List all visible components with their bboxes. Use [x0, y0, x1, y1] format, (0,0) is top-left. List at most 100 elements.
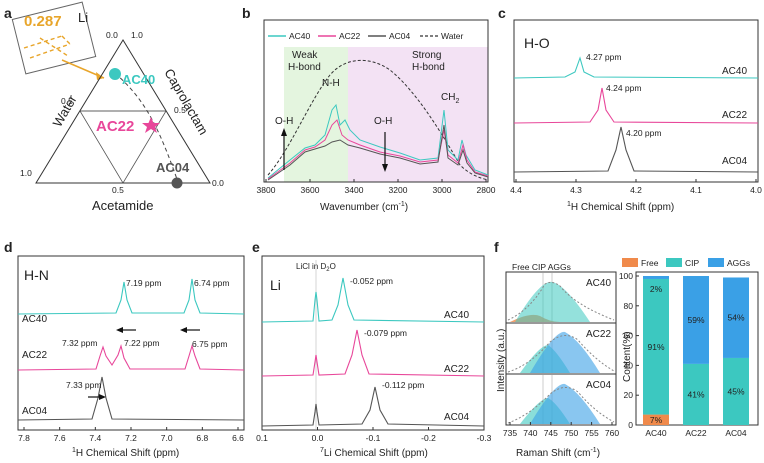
- bar-cip-ac22: [683, 363, 709, 425]
- x-tick-label: 745: [544, 428, 558, 438]
- x-tick-label: 755: [585, 428, 599, 438]
- raman-ac22-label: AC22: [586, 329, 611, 340]
- bar-legend: Free CIP AGGs: [622, 258, 750, 268]
- x-tick-label: 760: [605, 428, 619, 438]
- legend-ac04: AC04: [389, 31, 411, 41]
- peak-c-ac40: 4.27 ppm: [586, 52, 621, 62]
- raman-ac22-fit: [507, 335, 615, 373]
- raman-ac22-aggs: [530, 331, 600, 373]
- peak-d-ac22-1: 7.32 ppm: [62, 338, 97, 348]
- raman-ac04-fit: [507, 387, 615, 424]
- series-d-ac40: [17, 278, 245, 315]
- zoom-arrowhead: [96, 72, 104, 80]
- tick-top-1: 1.0: [131, 30, 143, 40]
- panel-f-label: f: [494, 239, 499, 255]
- raman-xticks: 735 740 745 750 755 760: [503, 422, 619, 438]
- x-tick-label: 4.4: [510, 185, 522, 195]
- series-ac22: [267, 119, 489, 180]
- shift-arrowhead-2: [180, 327, 187, 333]
- bar-cip-ac40: [643, 278, 669, 415]
- peak-d-ac40-2: 6.74 ppm: [194, 278, 229, 288]
- point-ac40-label: AC40: [122, 72, 155, 87]
- series-c-ac22: [513, 87, 759, 124]
- x-tick-label: 740: [523, 428, 537, 438]
- legend-free: Free: [641, 258, 659, 268]
- axis-acetamide-label: Acetamide: [92, 198, 153, 213]
- x-tick-label: 4.2: [630, 185, 642, 195]
- x-tick-label: 3400: [345, 185, 364, 195]
- x-tick-label: 3000: [433, 185, 452, 195]
- panel-c-label: c: [498, 5, 506, 21]
- region-strong-label2: H-bond: [412, 62, 445, 73]
- x-tick-label: 0.0: [312, 433, 324, 443]
- series-d-ac22-label: AC22: [22, 350, 47, 361]
- peak-d-ac04-1: 7.33 ppm: [66, 380, 101, 390]
- axis-caprolactam-label: Caprolactam: [161, 66, 211, 137]
- bar-label: 59%: [687, 315, 704, 325]
- y-tick-label: 20: [624, 390, 634, 400]
- x-tick-label: 3800: [257, 185, 276, 195]
- x-tick-label: -0.2: [421, 433, 436, 443]
- tick-bl-10: 1.0: [20, 168, 32, 178]
- panel-c-title: H-O: [524, 35, 550, 51]
- x-tick-label: 0.1: [256, 433, 268, 443]
- shift-arrowhead-1: [116, 327, 123, 333]
- panel-f-raman: f Free CIP AGGs AC40 AC22 AC04 Intensity…: [494, 239, 759, 459]
- series-e-ac40-label: AC40: [444, 310, 469, 321]
- series-c-ac22-label: AC22: [722, 110, 747, 121]
- x-tick-label: 6.8: [196, 433, 208, 443]
- peak-d-ac22-3: 6.75 ppm: [192, 339, 227, 349]
- x-tick-label: -0.3: [477, 433, 492, 443]
- panel-b-ftir: b AC40 AC22 AC04 Water Weak H-bond Stron…: [242, 5, 496, 213]
- x-tick-label: 4.3: [570, 185, 582, 195]
- reference-label: LiCl in D2O: [296, 262, 336, 273]
- panel-e-label: e: [252, 239, 260, 255]
- panel-d-title: H-N: [24, 267, 49, 283]
- panel-b-xlabel: Wavenumber (cm-1): [320, 201, 408, 213]
- bar-category-label: AC04: [725, 428, 747, 438]
- bar-ylabel: Content(%): [622, 331, 633, 382]
- y-tick-label: 60: [624, 331, 634, 341]
- panel-a-ternary: a 0.287 Li 1.0 0.0 0.5 0.5 1.0 0.5 0.0 W…: [4, 1, 224, 213]
- series-e-ac22: [261, 329, 485, 377]
- peak-c-ac04: 4.20 ppm: [626, 128, 661, 138]
- legend-aggs-swatch: [708, 258, 724, 267]
- panel-e-xticks: 0.1 0.0 -0.1 -0.2 -0.3: [256, 427, 492, 443]
- tick-left-05: 0.5: [61, 96, 73, 106]
- x-tick-label: 7.2: [125, 433, 137, 443]
- legend-water: Water: [441, 31, 464, 41]
- panel-e-xlabel: 7Li Chemical Shift (ppm): [320, 447, 428, 459]
- point-ac22-label: AC22: [96, 118, 134, 135]
- panel-e-title: Li: [270, 277, 281, 293]
- annot-ch2: CH2: [441, 92, 459, 105]
- legend-cip: CIP: [685, 258, 700, 268]
- point-ac04: [171, 177, 183, 189]
- bar-category-label: AC22: [685, 428, 707, 438]
- y-tick-label: 80: [624, 301, 634, 311]
- raman-ac40-label: AC40: [586, 278, 611, 289]
- x-tick-label: 2800: [477, 185, 496, 195]
- x-tick-label: 4.0: [750, 185, 762, 195]
- x-tick-label: 7.8: [18, 433, 30, 443]
- peak-e-ac40: -0.052 ppm: [350, 276, 393, 286]
- series-d-ac40-label: AC40: [22, 314, 47, 325]
- panel-d-nmr-hn: d H-N 7.19 ppm 6.74 ppm 7.32 ppm 7.22 pp…: [4, 239, 245, 459]
- shift-arrowhead-3: [99, 394, 106, 400]
- series-c-ac40: [513, 56, 759, 79]
- series-e-ac40: [261, 277, 485, 323]
- series-e-ac22-label: AC22: [444, 364, 469, 375]
- bar-aggs-ac22: [683, 276, 709, 364]
- x-tick-label: 3600: [301, 185, 320, 195]
- peak-d-ac22-2: 7.22 ppm: [124, 338, 159, 348]
- series-ac40: [267, 103, 489, 179]
- series-c-ac40-label: AC40: [722, 66, 747, 77]
- bar-yticks: 0 20 40 60 80 100: [619, 271, 639, 430]
- x-tick-label: 3200: [389, 185, 408, 195]
- zoom-value: 0.287: [24, 13, 62, 30]
- x-tick-label: 6.6: [232, 433, 244, 443]
- point-ac40: [109, 68, 121, 80]
- x-tick-label: 750: [564, 428, 578, 438]
- annot-nh: N-H: [322, 78, 340, 89]
- peak-d-ac40-1: 7.19 ppm: [126, 278, 161, 288]
